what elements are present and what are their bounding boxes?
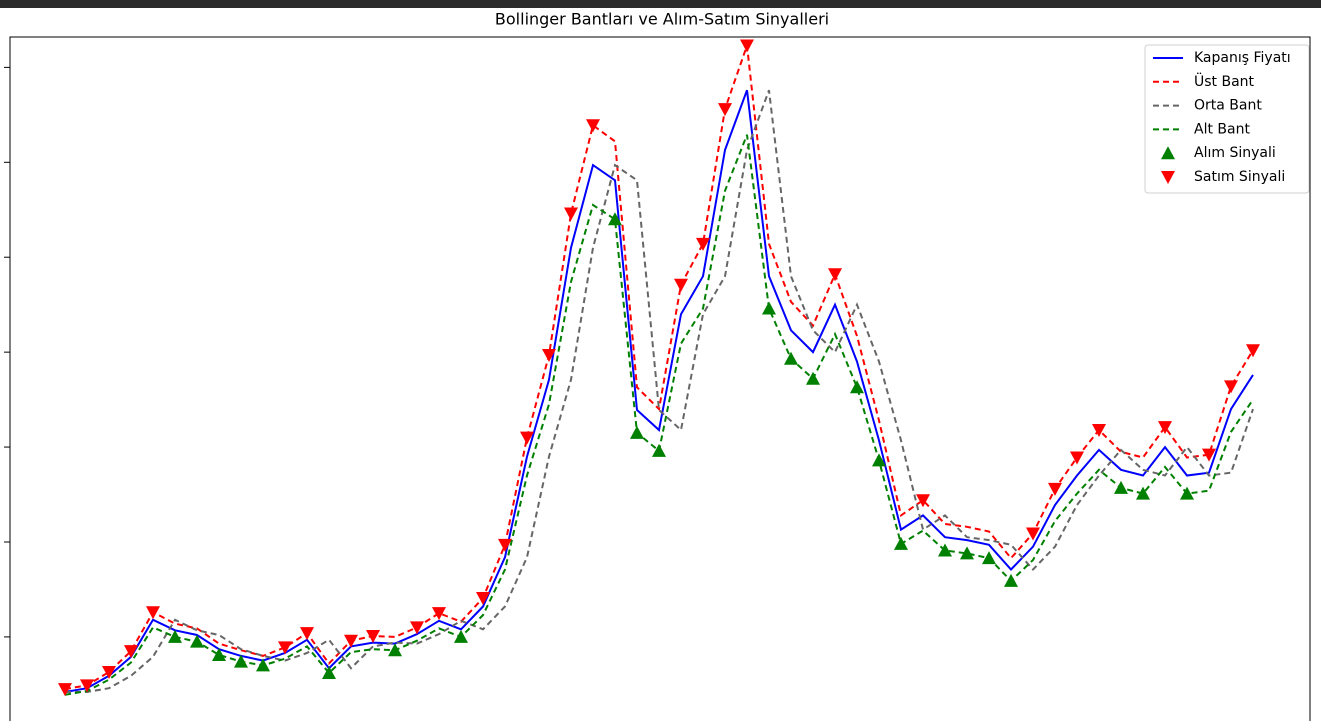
signal-marker [80, 679, 94, 693]
legend-label: Üst Bant [1194, 72, 1255, 90]
signal-marker [1224, 380, 1238, 394]
signal-marker [1158, 421, 1172, 435]
signal-marker [850, 380, 864, 394]
plot-frame [9, 36, 1311, 721]
signal-marker [58, 683, 72, 697]
signal-marker [762, 301, 776, 315]
legend-label: Alt Bant [1194, 121, 1250, 137]
signal-marker [806, 371, 820, 385]
signal-marker [432, 607, 446, 621]
signal-marker [410, 621, 424, 635]
signal-marker [828, 268, 842, 282]
signal-marker [1048, 482, 1062, 496]
signal-marker [124, 645, 138, 659]
signal-marker [476, 591, 490, 605]
signal-marker [916, 494, 930, 508]
signal-marker [872, 453, 886, 467]
signal-marker [278, 641, 292, 655]
signal-marker [234, 654, 248, 668]
signal-marker [1092, 423, 1106, 437]
signal-marker [190, 634, 204, 648]
signal-marker [674, 278, 688, 292]
signal-marker [586, 119, 600, 133]
signal-marker [344, 634, 358, 648]
legend-label: Kapanış Fiyatı [1194, 50, 1291, 66]
signal-marker [718, 103, 732, 117]
series-line [64, 89, 1254, 693]
chart-title: Bollinger Bantları ve Alım-Satım Sinyall… [495, 10, 829, 29]
signal-marker [696, 237, 710, 251]
plot-area [58, 39, 1260, 697]
signal-marker [102, 666, 116, 680]
signal-marker [1070, 451, 1084, 465]
signal-marker [1180, 486, 1194, 500]
signal-marker [454, 629, 468, 643]
legend-box [1144, 44, 1310, 194]
series-line [65, 89, 1254, 693]
signal-marker [542, 348, 556, 362]
signal-marker [1004, 573, 1018, 587]
legend-label: Satım Sinyali [1194, 169, 1285, 185]
legend-marker [1161, 146, 1175, 160]
signal-marker [322, 665, 336, 679]
series-line [64, 45, 1254, 691]
signal-marker [784, 351, 798, 365]
signal-marker [1202, 448, 1216, 462]
signal-marker [366, 629, 380, 643]
signal-marker [938, 543, 952, 557]
legend-label: Orta Bant [1194, 98, 1262, 114]
legend: Kapanış Fiyatı Üst Bant Orta Bant Alt Bant A… [1144, 44, 1310, 194]
signal-marker [146, 606, 160, 620]
signal-marker [212, 647, 226, 661]
signal-marker [1026, 527, 1040, 541]
window-bar [0, 0, 1321, 8]
signal-marker [652, 443, 666, 457]
signal-marker [300, 627, 314, 641]
signal-marker [1114, 480, 1128, 494]
signal-marker [894, 536, 908, 550]
series-line [64, 134, 1254, 696]
signal-marker [256, 658, 270, 672]
legend-marker [1161, 171, 1175, 184]
signal-marker [168, 629, 182, 643]
signal-marker [740, 39, 754, 53]
signal-marker [982, 551, 996, 565]
signal-marker [388, 643, 402, 657]
signal-marker [498, 538, 512, 552]
signal-marker [1136, 486, 1150, 500]
signal-marker [608, 212, 622, 226]
signal-marker [520, 431, 534, 445]
signal-marker [630, 425, 644, 439]
signal-marker [564, 207, 578, 221]
legend-label: Alım Sinyali [1194, 145, 1276, 161]
signal-marker [1246, 344, 1260, 358]
signal-marker [960, 546, 974, 560]
